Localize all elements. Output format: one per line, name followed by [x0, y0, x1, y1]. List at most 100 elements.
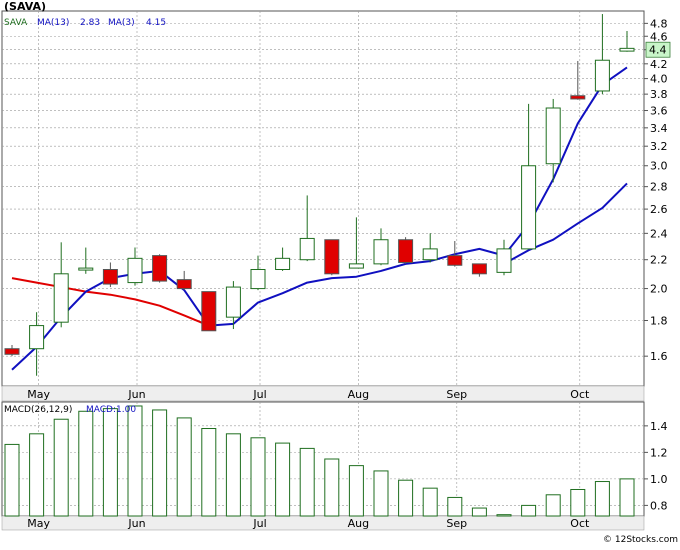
- macd-month-label: Jun: [127, 517, 145, 530]
- candle-down: [201, 291, 217, 332]
- candle-up: [275, 257, 291, 271]
- candle-up: [53, 273, 69, 323]
- macd-tick-label: 1.0: [650, 473, 668, 486]
- price-month-label: Jun: [127, 388, 145, 401]
- macd-bar: [225, 433, 241, 517]
- macd-month-label: Jul: [252, 517, 266, 530]
- price-tick-label: 3.0: [650, 160, 668, 173]
- macd-bar: [496, 514, 512, 517]
- candle-up: [78, 267, 94, 271]
- last-price-box: [645, 41, 671, 58]
- candle-down: [471, 263, 487, 275]
- candle-down: [176, 279, 192, 290]
- copyright: © 12Stocks.com: [603, 535, 678, 545]
- macd-bar: [102, 408, 118, 517]
- candle-down: [4, 348, 20, 355]
- legend-ma3-label: MA(3): [108, 18, 135, 28]
- price-tick-label: 4.0: [650, 73, 668, 86]
- macd-bar: [422, 487, 438, 517]
- candle-up: [299, 237, 315, 261]
- price-tick-label: 2.2: [650, 254, 668, 267]
- legend-ma3-value: 4.15: [146, 18, 166, 28]
- price-tick-label: 2.4: [650, 227, 668, 240]
- macd-bar: [471, 507, 487, 517]
- macd-legend-value: MACD:1.00: [86, 405, 136, 415]
- macd-bar: [250, 437, 266, 517]
- price-y-axis: 1.6 1.8 2.0 2.2 2.4 2.6 2.8 3.0 3.2 3.4 3.6 3.8 4.0 4…: [644, 17, 668, 363]
- price-tick-label: 4.2: [650, 58, 668, 71]
- last-price-label: 4.4: [649, 44, 667, 57]
- macd-x-axis: May Jun Jul Aug Sep Oct: [27, 517, 590, 530]
- macd-y-axis: 0.8 1.0 1.2 1.4: [644, 420, 668, 512]
- macd-legend-label: MACD(26,12,9): [4, 405, 72, 415]
- macd-tick-label: 1.2: [650, 446, 668, 459]
- candle-up: [521, 165, 537, 250]
- macd-bar: [176, 417, 192, 517]
- candle-up: [29, 325, 45, 350]
- ma13-series: [11, 182, 628, 327]
- candle-up: [348, 263, 364, 269]
- macd-bar: [398, 479, 414, 517]
- macd-bar: [299, 447, 315, 517]
- legend-ticker: SAVA: [4, 18, 28, 28]
- macd-bar: [373, 470, 389, 517]
- macd-bar: [275, 442, 291, 517]
- macd-bar: [619, 478, 635, 517]
- last-price-marker: 4.4: [645, 41, 671, 58]
- candle-up: [225, 286, 241, 318]
- price-tick-label: 1.8: [650, 314, 668, 327]
- price-x-axis: May Jun Jul Aug Sep Oct: [27, 388, 590, 401]
- price-tick-label: 1.6: [650, 350, 668, 363]
- price-tick-label: 3.4: [650, 122, 668, 135]
- macd-month-label: Sep: [446, 517, 467, 530]
- macd-bar: [447, 496, 463, 517]
- ma13-line-late: [503, 182, 628, 265]
- candle-up: [545, 107, 561, 165]
- macd-bar: [152, 409, 168, 517]
- macd-bar: [78, 410, 94, 517]
- ticker-label: (SAVA): [4, 0, 46, 13]
- macd-bar: [521, 504, 537, 517]
- price-tick-label: 3.8: [650, 88, 668, 101]
- candle-down: [102, 269, 118, 285]
- candles: [4, 14, 635, 376]
- price-month-label: Oct: [570, 388, 590, 401]
- macd-bar: [545, 494, 561, 517]
- price-tick-label: 4.8: [650, 17, 668, 30]
- macd-bar: [348, 465, 364, 517]
- price-month-label: May: [27, 388, 50, 401]
- price-tick-label: 3.6: [650, 105, 668, 118]
- price-month-label: Aug: [348, 388, 369, 401]
- macd-tick-label: 1.4: [650, 420, 668, 433]
- candle-down: [570, 95, 586, 100]
- price-month-label: Jul: [252, 388, 266, 401]
- macd-bar: [594, 481, 610, 517]
- price-tick-label: 3.2: [650, 140, 668, 153]
- candle-up: [373, 239, 389, 265]
- candle-down: [447, 255, 463, 266]
- candle-up: [496, 248, 512, 273]
- candle-down: [152, 255, 168, 282]
- legend-ma13-value: 2.83: [80, 18, 100, 28]
- macd-month-label: May: [27, 517, 50, 530]
- macd-bar: [127, 405, 143, 517]
- macd-bar: [4, 443, 20, 517]
- price-tick-label: 2.0: [650, 283, 668, 296]
- price-month-label: Sep: [446, 388, 467, 401]
- candle-down: [324, 239, 340, 275]
- legend-ma13-label: MA(13): [37, 18, 69, 28]
- macd-bar: [324, 458, 340, 517]
- price-axis-strip: [1, 385, 645, 402]
- candle-up: [127, 257, 143, 284]
- macd-bar: [201, 428, 217, 517]
- macd-bar: [570, 488, 586, 517]
- candle-up: [422, 248, 438, 261]
- macd-bars: [4, 405, 635, 517]
- macd-bar: [29, 433, 45, 517]
- candle-down: [398, 239, 414, 263]
- macd-month-label: Oct: [570, 517, 590, 530]
- price-panel-frame: [1, 10, 645, 387]
- macd-bar: [53, 418, 69, 517]
- price-grid: [2, 11, 644, 386]
